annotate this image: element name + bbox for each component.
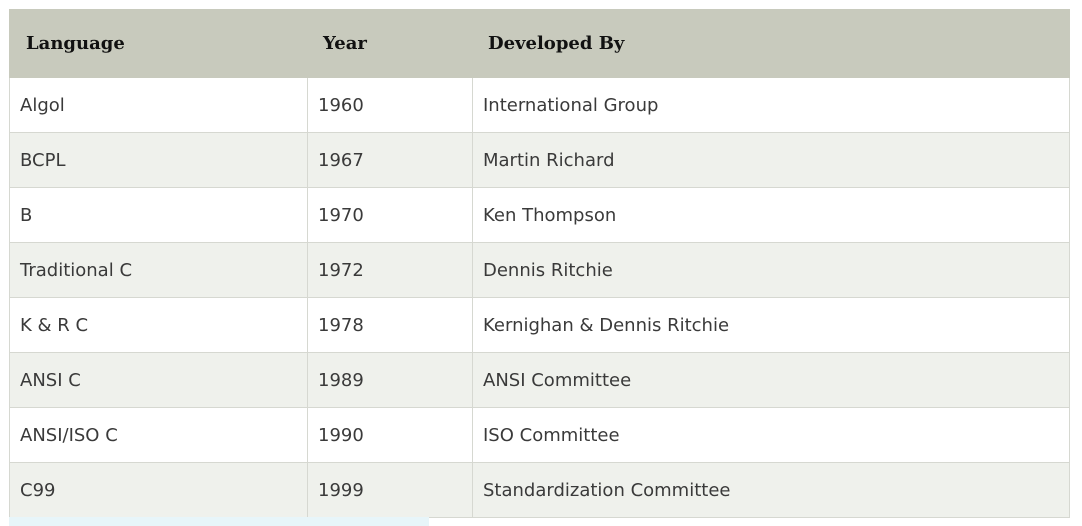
table-row: ANSI/ISO C 1990 ISO Committee <box>9 407 1070 463</box>
table-row: K & R C 1978 Kernighan & Dennis Ritchie <box>9 297 1070 353</box>
header-developed-by-label: Developed By <box>488 33 625 54</box>
cell-language: ANSI/ISO C <box>9 407 308 463</box>
table-row: Traditional C 1972 Dennis Ritchie <box>9 242 1070 298</box>
cell-developer: Martin Richard <box>472 132 1070 188</box>
table-row: ANSI C 1989 ANSI Committee <box>9 352 1070 408</box>
table-row: B 1970 Ken Thompson <box>9 187 1070 243</box>
header-year: Year <box>307 9 473 78</box>
cell-developer: International Group <box>472 77 1070 133</box>
cell-developer: Standardization Committee <box>472 462 1070 518</box>
c-language-history-table: Language Year Developed By Algol 1960 In… <box>9 9 1070 518</box>
table-body: Algol 1960 International Group BCPL 1967… <box>9 77 1070 518</box>
cell-language: Algol <box>9 77 308 133</box>
header-language: Language <box>9 9 308 78</box>
cell-developer: ANSI Committee <box>472 352 1070 408</box>
cell-language: B <box>9 187 308 243</box>
cell-year: 1960 <box>307 77 473 133</box>
cell-year: 1989 <box>307 352 473 408</box>
cell-language: K & R C <box>9 297 308 353</box>
cell-language: C99 <box>9 462 308 518</box>
cell-developer: Kernighan & Dennis Ritchie <box>472 297 1070 353</box>
header-year-label: Year <box>323 33 367 54</box>
cell-year: 1967 <box>307 132 473 188</box>
table-row: C99 1999 Standardization Committee <box>9 462 1070 518</box>
table-header: Language Year Developed By <box>9 9 1070 78</box>
header-language-label: Language <box>26 33 125 54</box>
cell-year: 1978 <box>307 297 473 353</box>
cell-year: 1972 <box>307 242 473 298</box>
cell-developer: Dennis Ritchie <box>472 242 1070 298</box>
cell-year: 1990 <box>307 407 473 463</box>
bottom-edge-strip <box>9 517 429 526</box>
cell-developer: Ken Thompson <box>472 187 1070 243</box>
table-row: Algol 1960 International Group <box>9 77 1070 133</box>
cell-year: 1970 <box>307 187 473 243</box>
cell-language: ANSI C <box>9 352 308 408</box>
table-row: BCPL 1967 Martin Richard <box>9 132 1070 188</box>
cell-year: 1999 <box>307 462 473 518</box>
cell-language: Traditional C <box>9 242 308 298</box>
history-table-container: Language Year Developed By Algol 1960 In… <box>9 9 1070 518</box>
header-developed-by: Developed By <box>472 9 1070 78</box>
header-row: Language Year Developed By <box>9 9 1070 78</box>
cell-developer: ISO Committee <box>472 407 1070 463</box>
cell-language: BCPL <box>9 132 308 188</box>
